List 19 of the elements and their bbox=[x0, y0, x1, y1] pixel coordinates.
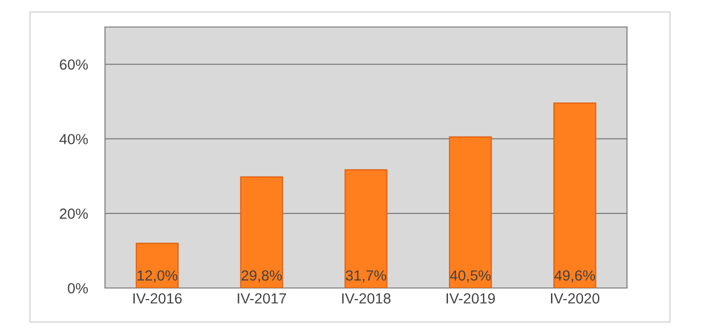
x-tick-label: IV-2018 bbox=[342, 293, 391, 304]
bar bbox=[344, 169, 388, 288]
y-tick-label: 60% bbox=[60, 59, 88, 70]
x-tick-label: IV-2019 bbox=[446, 293, 495, 304]
y-tick-label: 40% bbox=[59, 134, 88, 144]
data-label: 49,6% bbox=[554, 270, 595, 282]
data-label: 40,5% bbox=[450, 270, 491, 282]
x-tick-label: IV-2017 bbox=[238, 293, 286, 304]
x-tick-label: IV-2020 bbox=[551, 293, 600, 304]
bar bbox=[553, 102, 596, 288]
y-tick-label: 20% bbox=[60, 208, 88, 219]
bar bbox=[240, 176, 284, 288]
x-tick-label: IV-2016 bbox=[133, 293, 182, 304]
data-label: 31,7% bbox=[346, 270, 386, 282]
data-label: 12,0% bbox=[138, 270, 178, 282]
bar bbox=[136, 242, 179, 288]
data-label: 29,8% bbox=[242, 270, 282, 282]
bar bbox=[448, 136, 492, 288]
y-tick-label: 0% bbox=[68, 283, 88, 294]
